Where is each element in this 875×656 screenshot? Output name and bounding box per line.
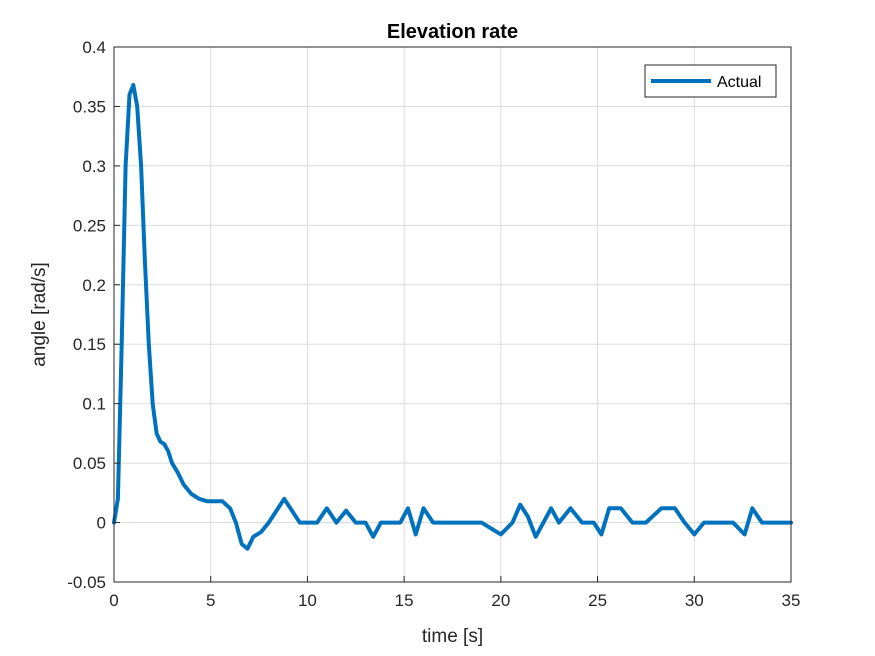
x-tick-label: 5 — [206, 591, 215, 610]
y-tick-label: 0.1 — [82, 395, 106, 414]
series-line-actual — [112, 83, 793, 551]
y-tick-label: 0.35 — [73, 97, 106, 116]
x-tick-label: 10 — [298, 591, 317, 610]
chart-title: Elevation rate — [387, 21, 518, 43]
y-tick-label: 0.15 — [73, 335, 106, 354]
y-tick-label: 0.3 — [82, 157, 106, 176]
x-tick-label: 35 — [782, 591, 801, 610]
x-axis-ticks: 0 5 10 15 20 25 30 35 — [109, 576, 800, 610]
legend: Actual — [644, 64, 777, 98]
y-axis-label: angle [rad/s] — [29, 262, 50, 367]
x-tick-label: 25 — [588, 591, 607, 610]
y-tick-label: 0.05 — [73, 454, 106, 473]
x-axis-label: time [s] — [422, 626, 483, 647]
plot-area — [114, 47, 791, 582]
x-tick-label: 15 — [395, 591, 414, 610]
series-layer — [112, 83, 793, 551]
x-tick-label: 20 — [491, 591, 510, 610]
y-tick-label: -0.05 — [67, 573, 106, 592]
plot-border — [113, 46, 792, 583]
y-tick-label: 0.4 — [82, 38, 106, 57]
y-tick-label: 0.25 — [73, 216, 106, 235]
x-tick-label: 0 — [109, 591, 118, 610]
y-tick-label: 0 — [97, 514, 106, 533]
y-tick-label: 0.2 — [82, 276, 106, 295]
y-axis-ticks: -0.05 0 0.05 0.1 0.15 0.2 0.25 0.3 0.35 0.4 — [67, 38, 120, 592]
x-tick-label: 30 — [685, 591, 704, 610]
legend-entry-actual: Actual — [717, 74, 761, 91]
